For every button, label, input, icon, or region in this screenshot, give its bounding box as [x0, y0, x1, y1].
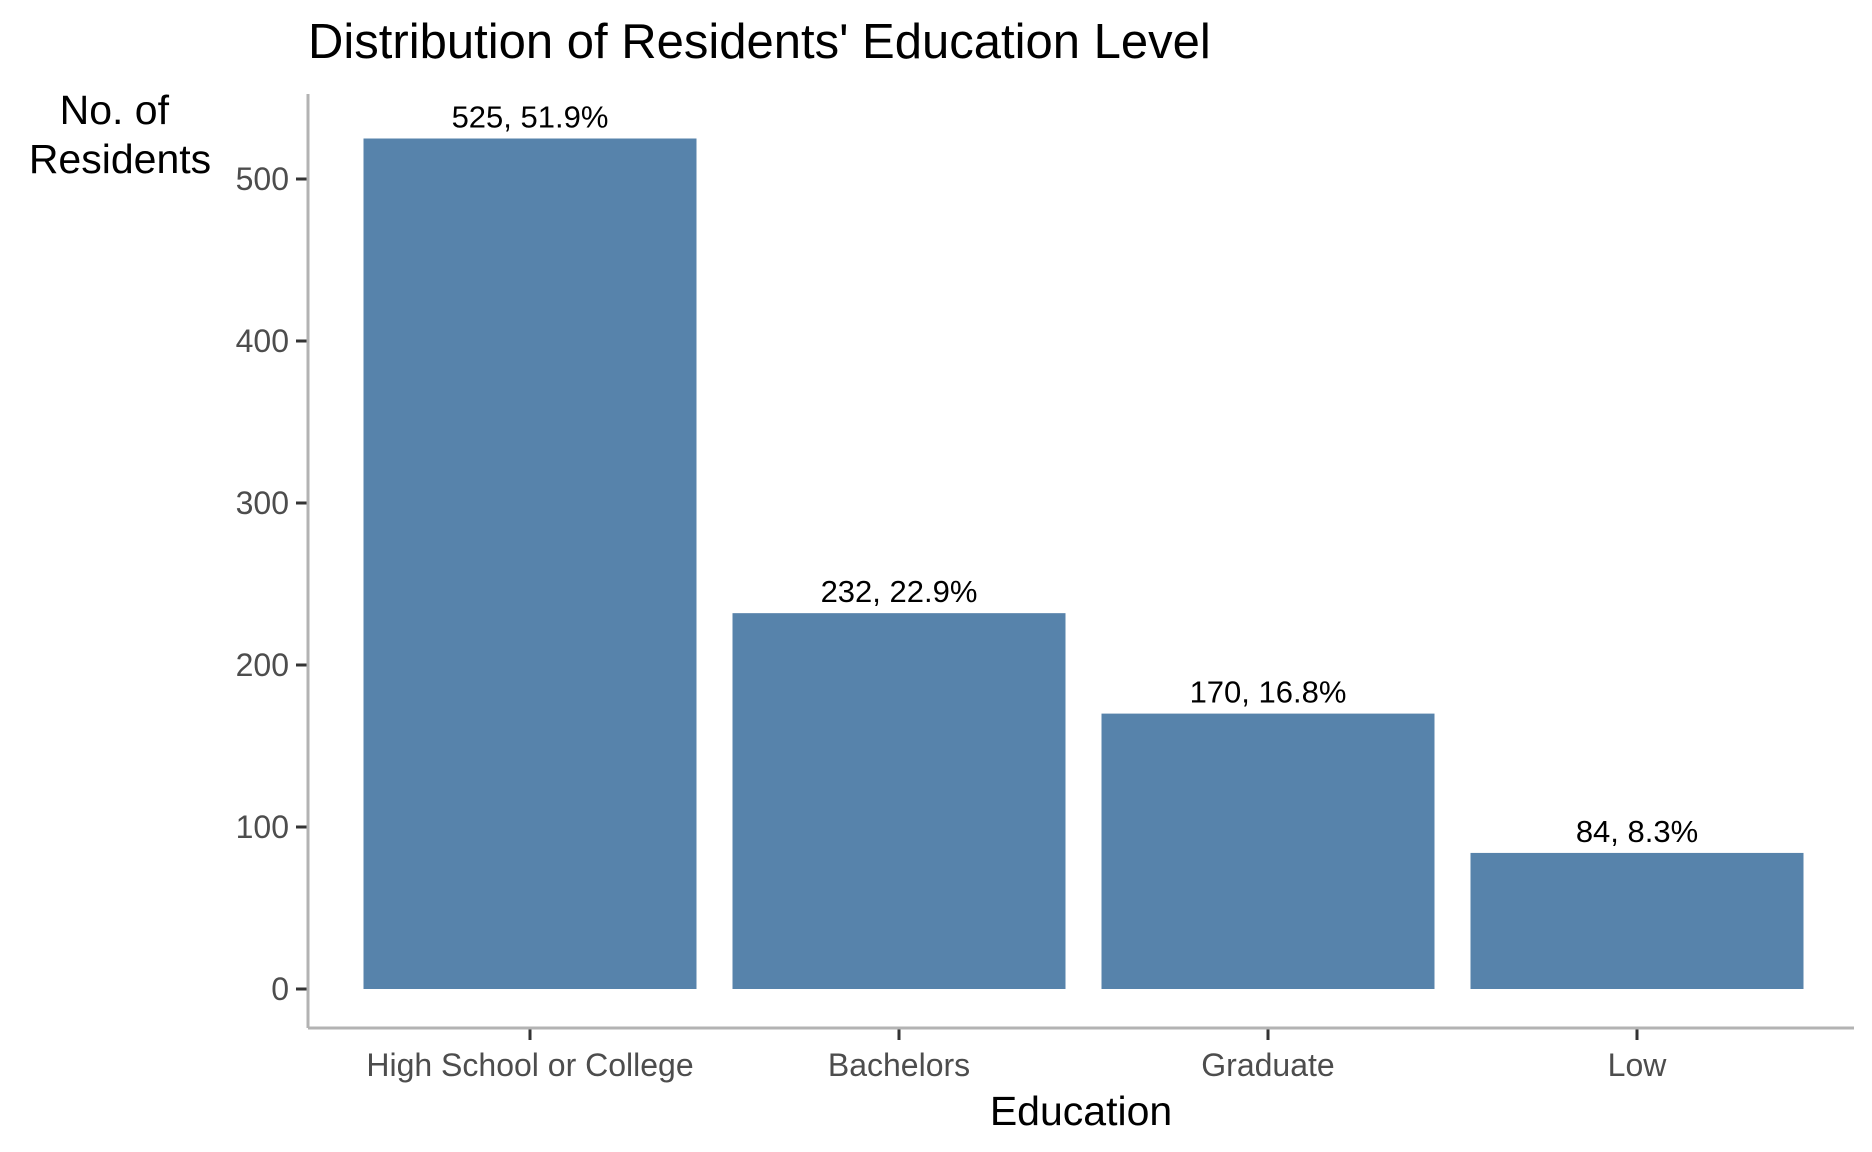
bar — [1101, 713, 1435, 989]
bar-data-label: 170, 16.8% — [1190, 675, 1347, 710]
bar-data-label: 84, 8.3% — [1576, 814, 1698, 849]
bar — [363, 138, 697, 989]
bar-data-labels: 525, 51.9% 232, 22.9% 170, 16.8% 84, 8.3% — [452, 100, 1699, 849]
x-tick-label: Low — [1608, 1047, 1668, 1083]
y-tick-label: 200 — [236, 647, 289, 683]
bar — [1470, 852, 1804, 989]
x-tick-label: Bachelors — [828, 1047, 970, 1083]
y-axis-title-line-2: Residents — [29, 136, 211, 182]
y-tick-label: 100 — [236, 809, 289, 845]
bar-data-label: 232, 22.9% — [821, 574, 978, 609]
y-axis-title-line-1: No. of — [60, 87, 170, 133]
x-tick-label: Graduate — [1201, 1047, 1334, 1083]
x-tick-label: High School or College — [366, 1047, 693, 1083]
bar — [732, 613, 1066, 989]
bar-data-label: 525, 51.9% — [452, 100, 609, 135]
x-axis-ticks: High School or College Bachelors Graduate L… — [366, 1028, 1667, 1083]
y-axis-title: No. of Residents — [29, 87, 211, 182]
y-tick-label: 0 — [271, 971, 289, 1007]
x-axis-title: Education — [990, 1088, 1172, 1134]
chart-title: Distribution of Residents' Education Lev… — [308, 15, 1211, 69]
y-axis-ticks: 0 100 200 300 400 500 — [236, 161, 308, 1007]
y-tick-label: 400 — [236, 323, 289, 359]
y-tick-label: 500 — [236, 161, 289, 197]
bars — [363, 138, 1804, 989]
y-tick-label: 300 — [236, 485, 289, 521]
